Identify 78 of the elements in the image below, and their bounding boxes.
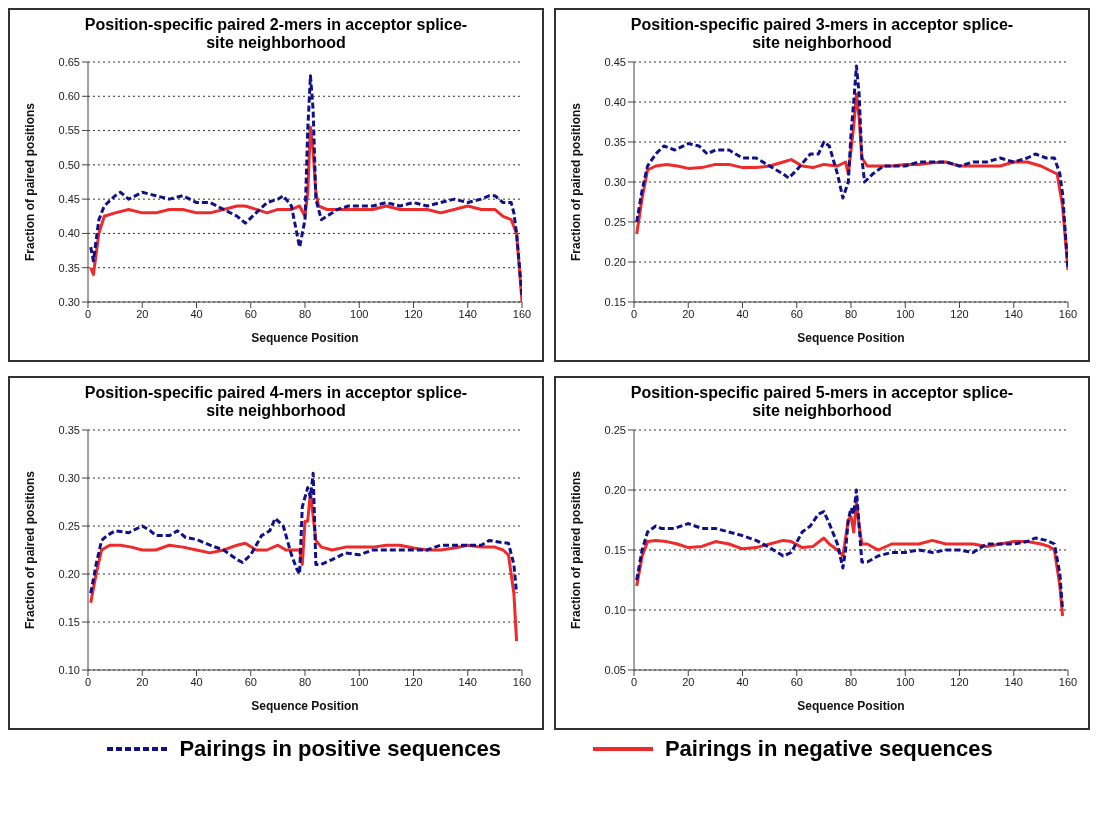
y-tick-label: 0.30 bbox=[58, 471, 80, 484]
x-tick-label: 40 bbox=[736, 307, 749, 320]
x-tick-label: 20 bbox=[136, 307, 149, 320]
x-tick-label: 0 bbox=[630, 307, 638, 320]
line-series bbox=[89, 74, 522, 297]
y-axis-title: Fraction of paired positions bbox=[569, 470, 583, 630]
x-tick-label: 40 bbox=[736, 675, 749, 688]
y-tick-label: 0.15 bbox=[58, 615, 80, 628]
chart-title: Position-specific paired 3-mers in acceptor splice-site neighborhood bbox=[629, 16, 1015, 52]
chart-title: Position-specific paired 5-mers in acceptor splice-site neighborhood bbox=[629, 384, 1015, 420]
x-tick-label: 140 bbox=[1004, 307, 1023, 320]
y-tick-label: 0.25 bbox=[604, 423, 626, 436]
x-tick-label: 0 bbox=[84, 307, 92, 320]
y-tick-label: 0.10 bbox=[58, 663, 80, 676]
y-tick-label: 0.30 bbox=[604, 175, 626, 188]
y-tick-label: 0.20 bbox=[58, 567, 80, 580]
x-tick-label: 80 bbox=[298, 307, 312, 320]
x-tick-label: 20 bbox=[682, 307, 695, 320]
x-tick-label: 160 bbox=[512, 307, 532, 320]
y-tick-label: 0.40 bbox=[604, 95, 626, 108]
x-tick-label: 160 bbox=[512, 675, 532, 688]
x-tick-label: 140 bbox=[458, 675, 477, 688]
y-tick-label: 0.05 bbox=[604, 663, 626, 676]
y-tick-label: 0.15 bbox=[604, 543, 626, 556]
x-tick-label: 140 bbox=[1004, 675, 1023, 688]
y-tick-label: 0.35 bbox=[58, 261, 80, 274]
y-tick-label: 0.60 bbox=[58, 90, 80, 103]
x-tick-label: 20 bbox=[136, 675, 149, 688]
x-tick-label: 0 bbox=[84, 675, 92, 688]
y-tick-label: 0.35 bbox=[58, 423, 80, 436]
x-tick-label: 120 bbox=[404, 675, 423, 688]
x-tick-label: 80 bbox=[844, 307, 858, 320]
x-tick-label: 60 bbox=[244, 675, 257, 688]
x-tick-label: 120 bbox=[950, 307, 969, 320]
y-tick-label: 0.15 bbox=[604, 295, 626, 308]
x-tick-label: 60 bbox=[790, 675, 803, 688]
y-tick-label: 0.40 bbox=[58, 227, 80, 240]
y-tick-label: 0.20 bbox=[604, 483, 626, 496]
x-tick-label: 100 bbox=[896, 307, 915, 320]
y-tick-label: 0.45 bbox=[604, 55, 626, 68]
y-tick-label: 0.30 bbox=[58, 295, 80, 308]
x-tick-label: 100 bbox=[350, 307, 369, 320]
y-tick-label: 0.50 bbox=[58, 158, 80, 171]
chart-title: Position-specific paired 4-mers in acceptor splice-site neighborhood bbox=[83, 384, 469, 420]
y-tick-label: 0.25 bbox=[58, 519, 80, 532]
y-tick-label: 0.55 bbox=[58, 124, 80, 137]
x-tick-label: 20 bbox=[682, 675, 695, 688]
y-axis-title: Fraction of paired positions bbox=[23, 102, 37, 262]
y-tick-label: 0.25 bbox=[604, 215, 626, 228]
y-tick-label: 0.20 bbox=[604, 255, 626, 268]
y-tick-label: 0.35 bbox=[604, 135, 626, 148]
x-tick-label: 40 bbox=[190, 675, 203, 688]
y-axis-title: Fraction of paired positions bbox=[569, 102, 583, 262]
x-tick-label: 140 bbox=[458, 307, 477, 320]
x-tick-label: 100 bbox=[896, 675, 915, 688]
chart-title: Position-specific paired 2-mers in acceptor splice-site neighborhood bbox=[83, 16, 469, 52]
x-tick-label: 80 bbox=[298, 675, 312, 688]
y-tick-label: 0.10 bbox=[604, 603, 626, 616]
legend-label: Pairings in positive sequences bbox=[179, 736, 501, 762]
x-axis-title: Sequence Position bbox=[797, 331, 905, 345]
x-tick-label: 40 bbox=[190, 307, 203, 320]
x-tick-label: 60 bbox=[790, 307, 803, 320]
x-tick-label: 80 bbox=[844, 675, 858, 688]
x-tick-label: 100 bbox=[350, 675, 369, 688]
x-tick-label: 120 bbox=[950, 675, 969, 688]
y-tick-label: 0.45 bbox=[58, 193, 80, 206]
legend-label: Pairings in negative sequences bbox=[664, 736, 993, 762]
line-series bbox=[89, 471, 519, 595]
y-axis-title: Fraction of paired positions bbox=[23, 470, 37, 630]
x-axis-title: Sequence Position bbox=[251, 331, 359, 345]
x-axis-title: Sequence Position bbox=[251, 699, 359, 713]
y-tick-label: 0.65 bbox=[58, 55, 80, 68]
x-tick-label: 60 bbox=[244, 307, 257, 320]
x-tick-label: 160 bbox=[1058, 307, 1078, 320]
x-tick-label: 120 bbox=[404, 307, 423, 320]
x-tick-label: 160 bbox=[1058, 675, 1078, 688]
x-tick-label: 0 bbox=[630, 675, 638, 688]
x-axis-title: Sequence Position bbox=[797, 699, 905, 713]
